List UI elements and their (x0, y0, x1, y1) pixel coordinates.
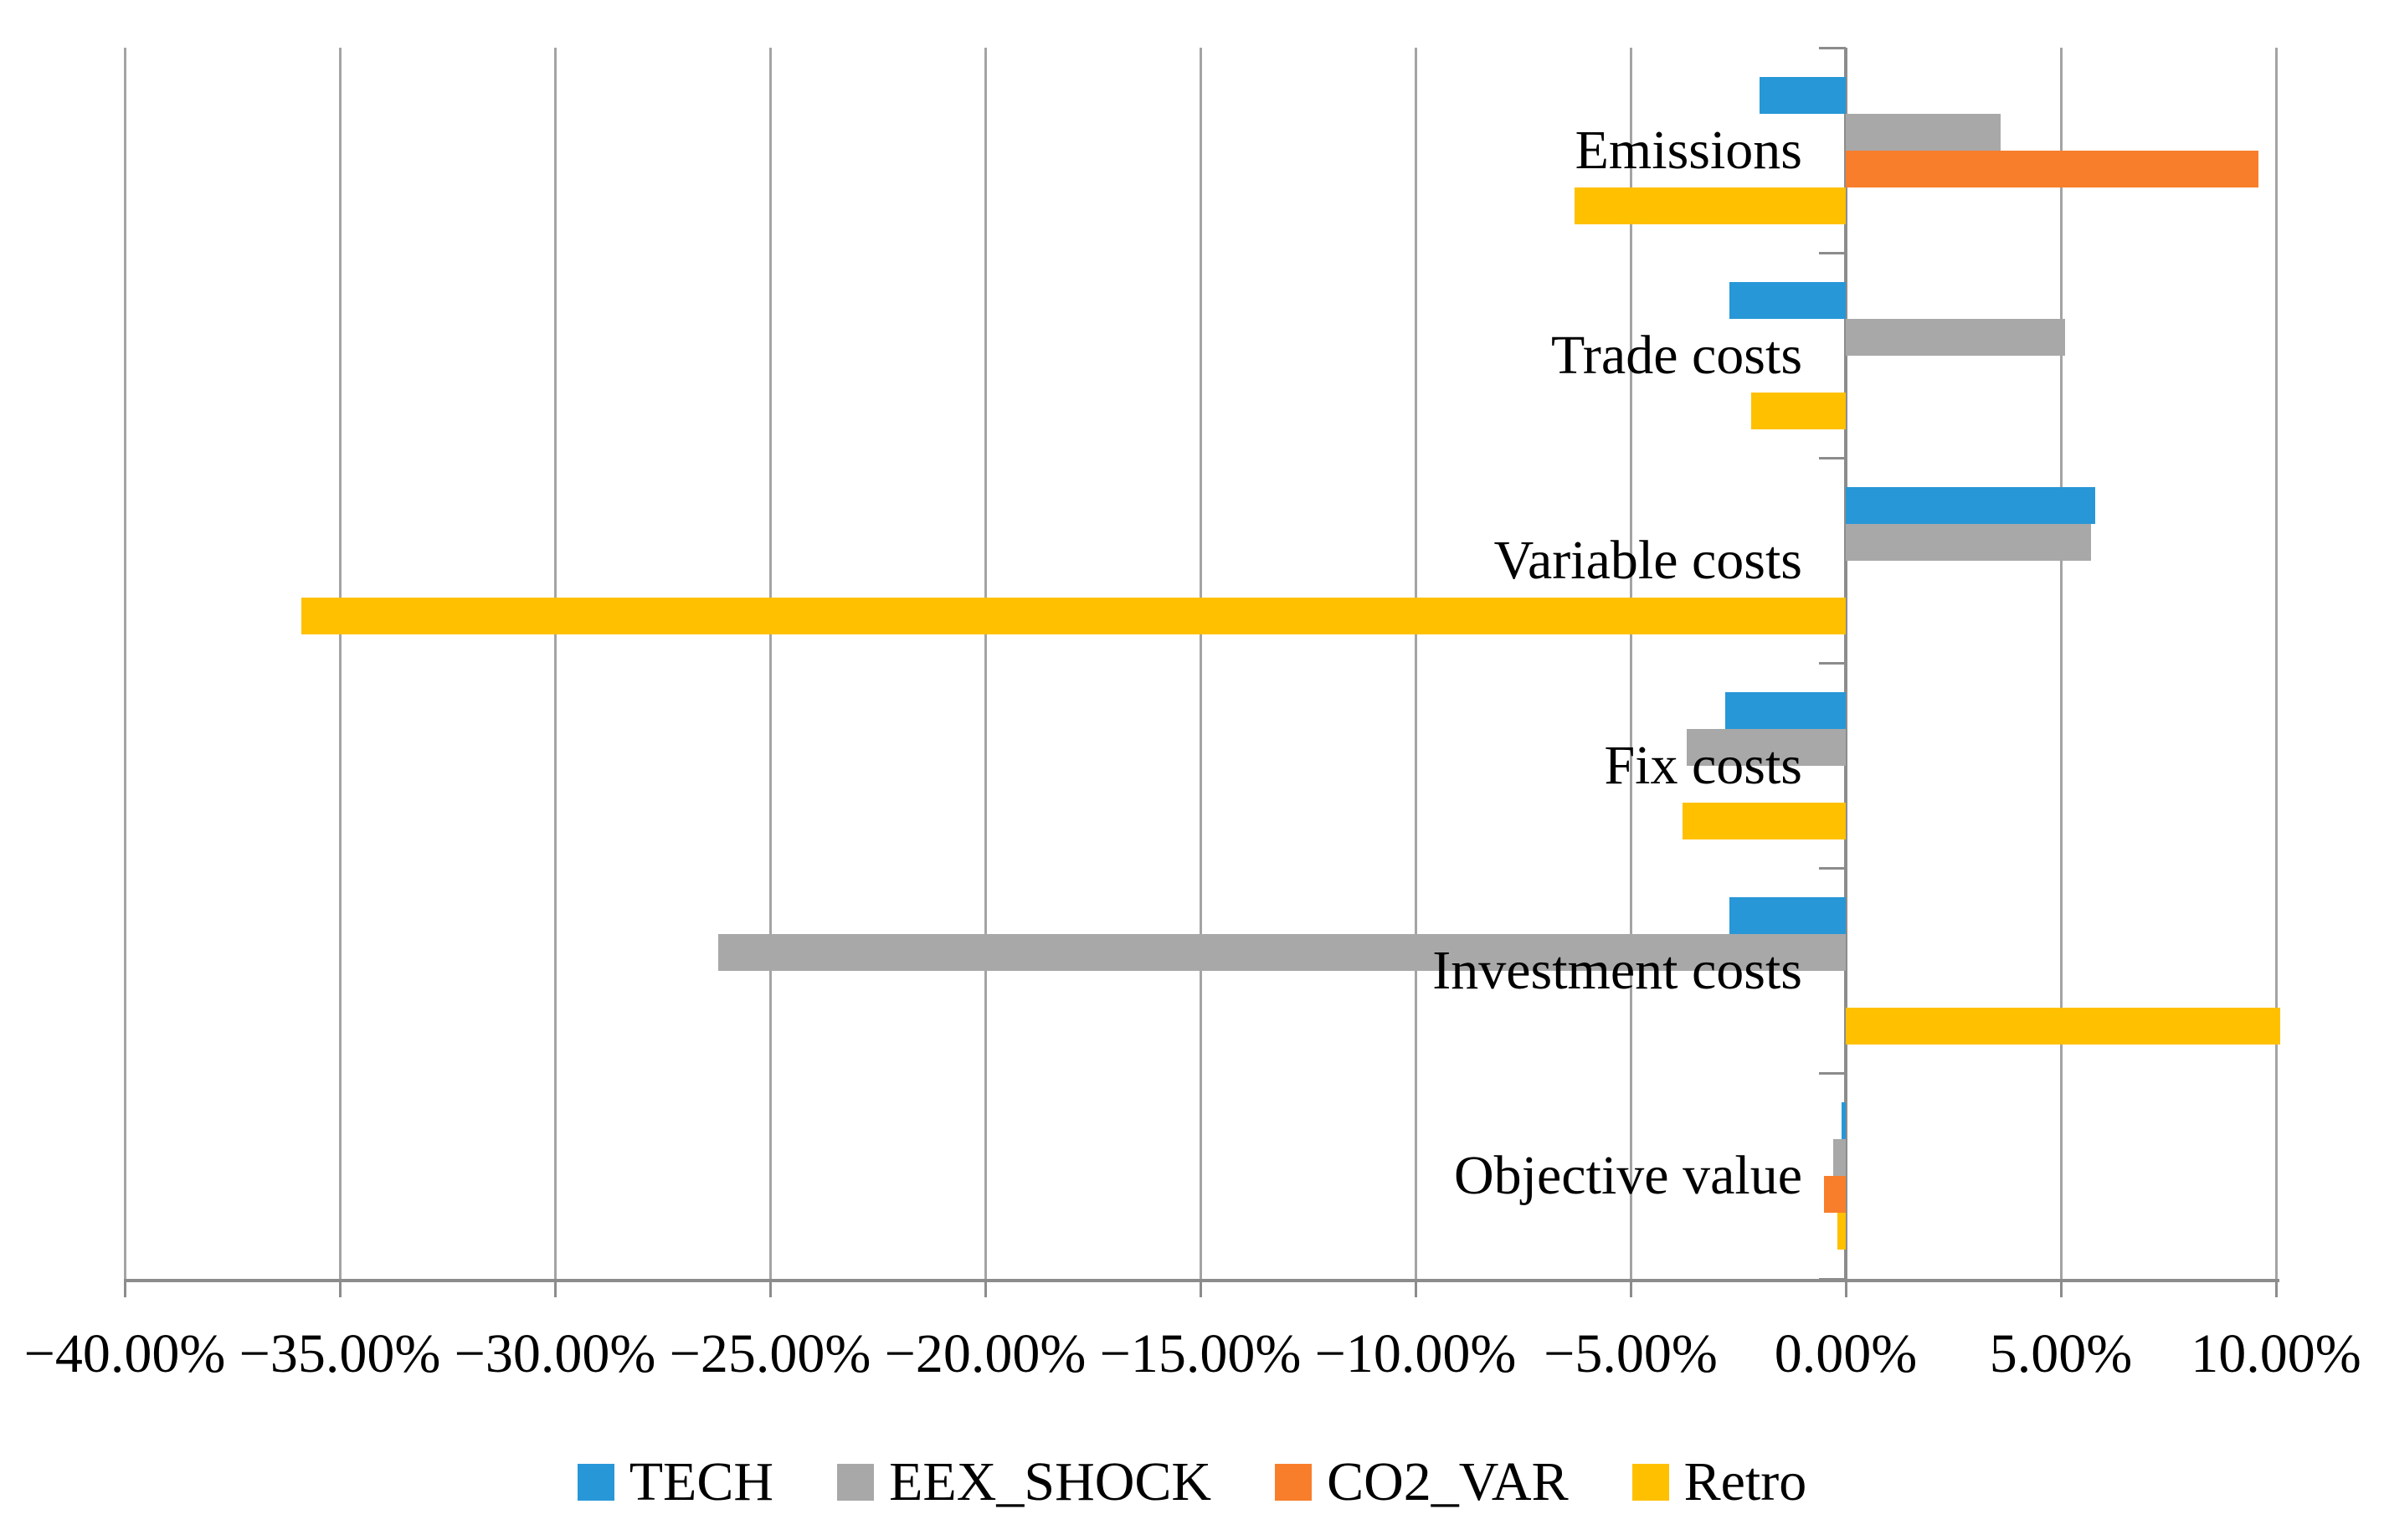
gridline-10 (2274, 48, 2278, 1279)
gridline--40 (123, 48, 126, 1279)
bar-eex-shock-investment-costs (718, 934, 1846, 972)
bar-co2-var-objective-value (1824, 1176, 1846, 1214)
category-axis-tick (1819, 1277, 1846, 1281)
gridline--35 (338, 48, 342, 1279)
x-axis-tick--15 (1199, 1279, 1202, 1297)
x-axis-tick--40 (123, 1279, 126, 1297)
bar-eex-shock-variable-costs (1846, 523, 2091, 561)
x-tick-label-5: 5.00% (1989, 1323, 2133, 1384)
bar-tech-objective-value (1841, 1102, 1846, 1140)
x-axis-tick--35 (338, 1279, 342, 1297)
bar-retro-investment-costs (1846, 1008, 2281, 1045)
x-axis-tick--25 (768, 1279, 772, 1297)
legend-label-tech: TECH (629, 1451, 774, 1512)
x-tick-label-10: 10.00% (2191, 1323, 2361, 1384)
bar-tech-fix-costs (1725, 692, 1846, 730)
legend-swatch-eex-shock-icon (837, 1464, 875, 1501)
gridline--10 (1414, 48, 1417, 1279)
category-label-emissions: Emissions (1575, 119, 1802, 181)
gridline--20 (984, 48, 987, 1279)
legend-label-eex-shock: EEX_SHOCK (889, 1451, 1212, 1512)
bar-tech-investment-costs (1729, 897, 1846, 935)
legend-swatch-retro-icon (1631, 1464, 1669, 1501)
value-zero-axis-line (1844, 48, 1847, 1279)
bar-eex-shock-objective-value (1832, 1139, 1846, 1177)
gridline--15 (1199, 48, 1202, 1279)
bar-eex-shock-fix-costs (1686, 729, 1846, 767)
bar-eex-shock-emissions (1846, 113, 2001, 151)
x-tick-label--30: −30.00% (454, 1323, 656, 1384)
x-tick-label--25: −25.00% (669, 1323, 871, 1384)
legend-swatch-tech-icon (577, 1464, 614, 1501)
x-axis-tick-10 (2274, 1279, 2278, 1297)
bar-tech-emissions (1760, 76, 1846, 114)
legend-item-tech: TECH (577, 1451, 774, 1512)
x-axis-tick-5 (2059, 1279, 2063, 1297)
legend-label-co2-var: CO2_VAR (1327, 1451, 1569, 1512)
bar-tech-trade-costs (1729, 281, 1846, 319)
category-axis-tick (1819, 662, 1846, 665)
bar-retro-trade-costs (1750, 392, 1846, 429)
legend-swatch-co2-var-icon (1275, 1464, 1313, 1501)
legend-item-retro: Retro (1631, 1451, 1807, 1512)
legend-label-retro: Retro (1683, 1451, 1807, 1512)
bar-retro-emissions (1575, 187, 1846, 224)
x-tick-label-0: 0.00% (1774, 1323, 1918, 1384)
category-axis-tick (1819, 456, 1846, 459)
x-axis-tick--20 (984, 1279, 987, 1297)
x-axis-tick--30 (553, 1279, 557, 1297)
x-tick-label--40: −40.00% (23, 1323, 226, 1384)
bar-retro-objective-value (1837, 1213, 1846, 1250)
bar-tech-variable-costs (1846, 486, 2096, 524)
category-axis-tick (1819, 46, 1846, 49)
bar-retro-fix-costs (1682, 803, 1846, 840)
category-axis-tick (1819, 251, 1846, 254)
chart-legend: TECH EEX_SHOCK CO2_VAR Retro (0, 1455, 2384, 1510)
gridline--5 (1629, 48, 1632, 1279)
bar-retro-variable-costs (301, 597, 1846, 634)
x-tick-label--10: −10.00% (1314, 1323, 1517, 1384)
category-label-variable-costs: Variable costs (1493, 529, 1802, 591)
x-axis-line (125, 1279, 2279, 1282)
category-label-objective-value: Objective value (1454, 1145, 1802, 1207)
category-axis-tick (1819, 867, 1846, 870)
category-label-investment-costs: Investment costs (1432, 940, 1802, 1002)
gridline-5 (2059, 48, 2063, 1279)
bar-eex-shock-trade-costs (1846, 318, 2066, 356)
legend-item-eex-shock: EEX_SHOCK (837, 1455, 1211, 1510)
x-tick-label--20: −20.00% (884, 1323, 1087, 1384)
gridline--25 (768, 48, 772, 1279)
category-axis-tick (1819, 1072, 1846, 1075)
bar-co2-var-emissions (1846, 150, 2259, 187)
x-axis-tick-0 (1844, 1279, 1847, 1297)
x-axis-tick--5 (1629, 1279, 1632, 1297)
x-tick-label--35: −35.00% (239, 1323, 441, 1384)
category-label-fix-costs: Fix costs (1604, 735, 1802, 797)
x-tick-label--5: −5.00% (1544, 1323, 1718, 1384)
category-label-trade-costs: Trade costs (1550, 324, 1802, 386)
legend-item-co2-var: CO2_VAR (1275, 1455, 1569, 1510)
gridline--30 (553, 48, 557, 1279)
x-axis-tick--10 (1414, 1279, 1417, 1297)
x-tick-label--15: −15.00% (1099, 1323, 1302, 1384)
